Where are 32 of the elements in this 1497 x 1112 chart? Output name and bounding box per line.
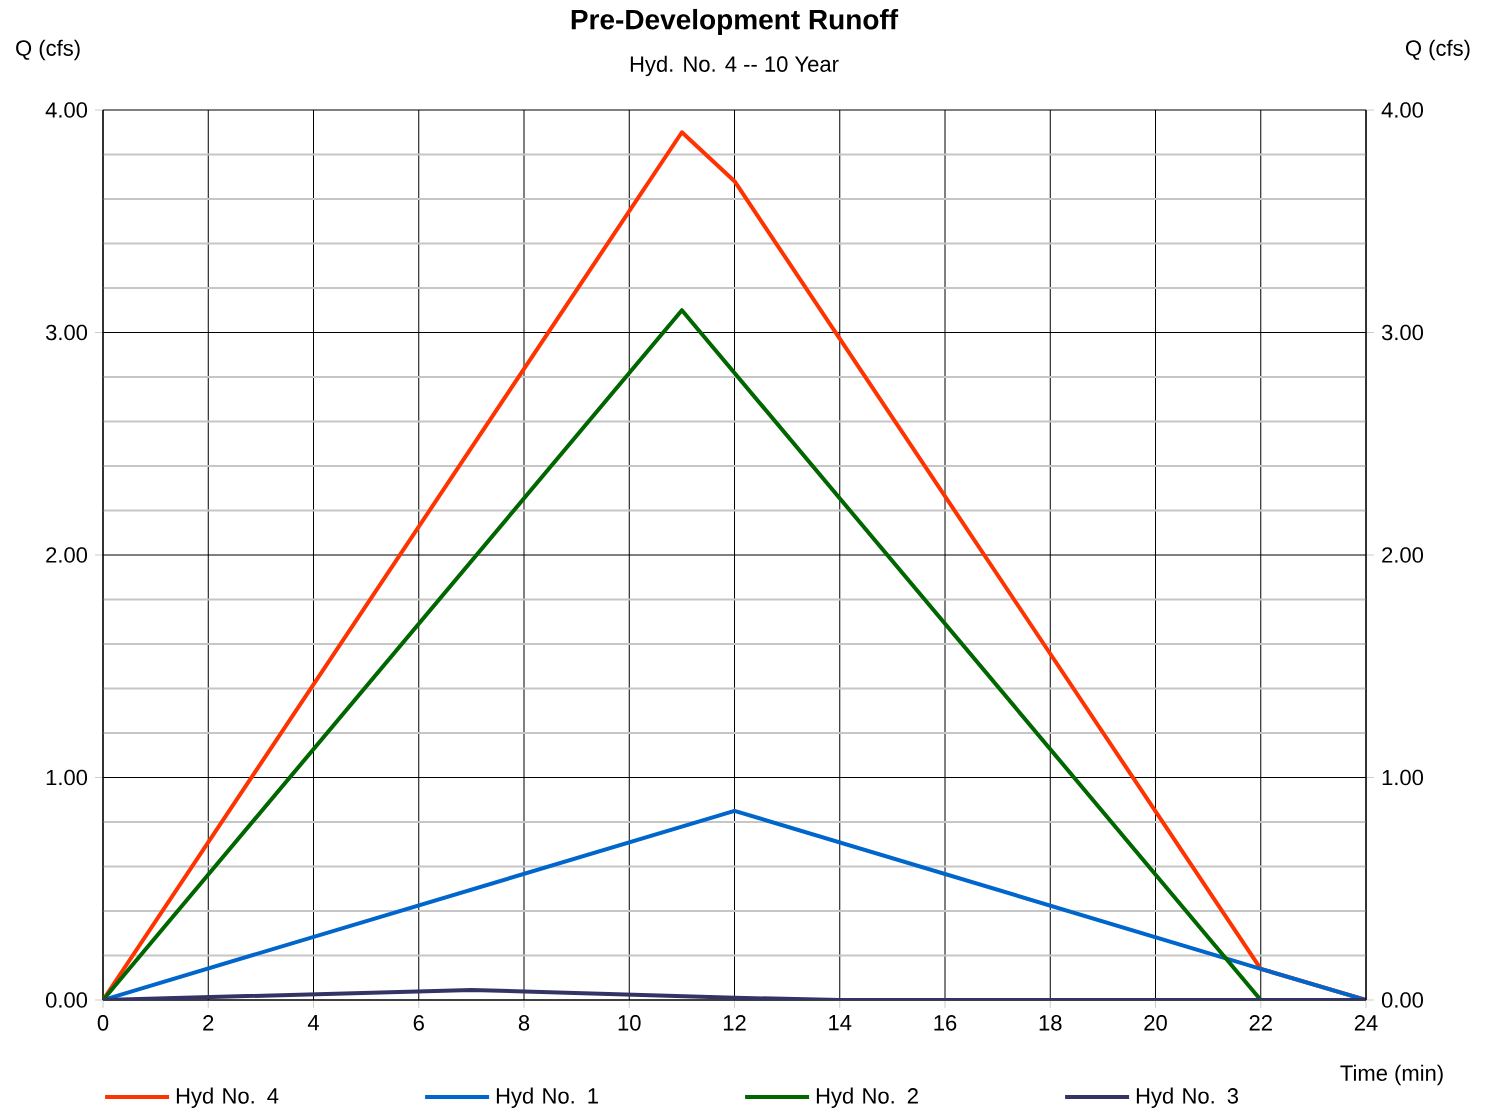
- y2-tick-label: 4.00: [1381, 102, 1424, 118]
- x-tick-label: 0: [97, 1015, 109, 1031]
- x-tick-label: 4: [307, 1015, 319, 1031]
- x-tick-label: 12: [723, 1015, 746, 1031]
- x-tick-label: 2: [203, 1015, 214, 1031]
- y-tick-label: 3.00: [45, 324, 88, 341]
- chart-subtitle: Hyd. No. 4 -- 10 Year: [630, 55, 839, 77]
- y-tick-label: 2.00: [46, 547, 88, 563]
- x-tick-label: 16: [934, 1015, 957, 1031]
- y-tick-label: 1.00: [46, 769, 88, 786]
- y2-tick-label: 3.00: [1381, 324, 1424, 341]
- y-tick-label: 4.00: [45, 102, 88, 118]
- chart-title: Pre-Development Runoff: [571, 8, 899, 36]
- legend-label: Hyd No. 4: [176, 1087, 279, 1109]
- x-tick-label: 14: [829, 1015, 852, 1031]
- legend-label: Hyd No. 3: [1136, 1087, 1239, 1109]
- y-tick-label: 0.00: [45, 992, 88, 1008]
- y-axis-title: Q (cfs): [16, 39, 80, 61]
- x-tick-label: 8: [518, 1015, 530, 1031]
- legend-label: Hyd No. 1: [496, 1087, 598, 1109]
- x-tick-label: 24: [1354, 1015, 1378, 1031]
- y2-tick-label: 1.00: [1382, 769, 1424, 786]
- x-axis-title: Time (min): [1340, 1064, 1443, 1086]
- y2-tick-label: 2.00: [1382, 547, 1424, 563]
- x-tick-label: 20: [1144, 1015, 1167, 1031]
- x-tick-label: 22: [1249, 1015, 1272, 1031]
- y2-tick-label: 0.00: [1381, 992, 1424, 1008]
- y2-axis-title: Q (cfs): [1406, 39, 1470, 61]
- x-tick-label: 18: [1039, 1015, 1062, 1031]
- x-tick-label: 10: [618, 1015, 641, 1031]
- legend-label: Hyd No. 2: [816, 1087, 918, 1109]
- x-tick-label: 6: [413, 1015, 424, 1031]
